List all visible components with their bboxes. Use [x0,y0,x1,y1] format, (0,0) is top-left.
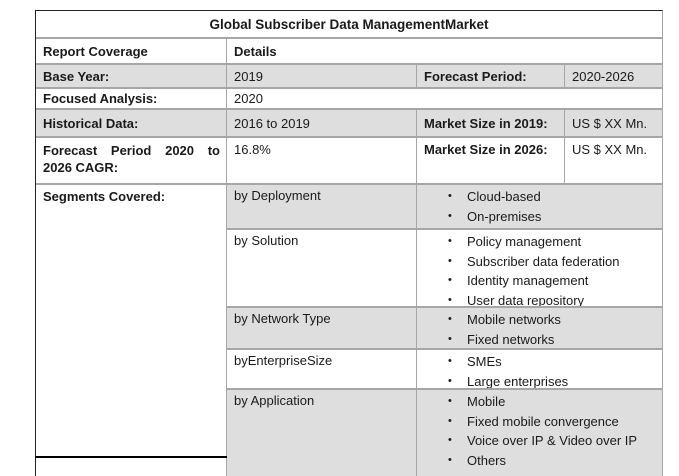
list-item-label: Mobile [467,394,506,409]
table-bottom-border [35,456,227,458]
list-item-label: Policy management [467,234,582,249]
market-size-2026-value: US $ XX Mn. [564,138,662,183]
segment-group-enterprise-size: byEnterpriseSize • SMEs • Large enterprise… [227,348,662,389]
list-item-label: Cloud-based [467,189,541,204]
list-item-label: SMEs [467,354,502,369]
bullet-icon: • [448,209,452,222]
segment-group-items: • Mobile networks • Fixed networks [416,308,662,348]
historical-data-row: Historical Data: 2016 to 2019 Market Siz… [36,108,662,136]
bullet-icon: • [448,355,452,367]
list-item: • Fixed mobile convergence [448,412,658,432]
segment-group-solution: by Solution • Policy management • Subscrib… [227,228,662,308]
list-item: • Mobile [448,392,658,412]
segment-group-name: by Network Type [234,311,331,326]
list-item-label: Voice over IP & Video over IP [467,433,638,448]
bullet-icon: • [448,395,452,407]
report-coverage-table: Global Subscriber Data ManagementMarket … [35,10,663,476]
list-item: • Policy management [448,232,658,252]
forecast-period-value: 2020-2026 [564,65,662,87]
segment-group-name: by Deployment [234,188,321,203]
list-item-label: Identity management [467,273,589,288]
segments-covered-row: Segments Covered: by Deployment • Cloud-b… [36,183,662,476]
forecast-period-label: Forecast Period: [416,65,564,87]
segment-group-network-type: by Network Type • Mobile networks • Fixed … [227,306,662,348]
market-size-2019-value: US $ XX Mn. [564,110,662,136]
list-item: • Voice over IP & Video over IP [448,431,658,451]
header-details: Details [226,39,662,63]
forecast-cagr-value: 16.8% [226,138,416,183]
segment-group-application: by Application • Mobile • Fixed mobile con… [227,388,662,476]
bullet-icon: • [448,332,452,345]
historical-data-label: Historical Data: [43,115,139,131]
bullet-icon: • [448,254,452,267]
list-item: • User data repository [448,291,658,311]
forecast-cagr-label: Forecast Period 2020 to 2026 CAGR: [43,143,220,175]
bullet-icon: • [448,274,452,286]
focused-analysis-label: Focused Analysis: [43,91,158,106]
list-item-label: User data repository [467,292,585,308]
list-item-label: Subscriber data federation [467,253,620,269]
table-header-row: Report Coverage Details [36,37,662,63]
segments-groups: by Deployment • Cloud-based • On-premises … [226,185,662,476]
focused-analysis-value: 2020 [226,89,662,108]
list-item: • Subscriber data federation [448,252,658,272]
base-year-row: Base Year: 2019 Forecast Period: 2020-20… [36,63,662,87]
segment-group-items: • Mobile • Fixed mobile convergence • Voice… [416,390,662,476]
list-item-label: Fixed mobile convergence [467,413,619,429]
bullet-icon: • [448,190,452,202]
segment-group-items: • SMEs • Large enterprises [416,350,662,389]
historical-data-value: 2016 to 2019 [226,110,416,136]
table-title-row: Global Subscriber Data ManagementMarket [36,11,662,37]
list-item-label: On-premises [467,208,542,224]
bullet-icon: • [448,453,452,466]
segment-group-name: by Application [234,393,315,408]
market-size-2019-label: Market Size in 2019: [416,110,564,136]
bullet-icon: • [448,313,452,325]
segment-group-name: byEnterpriseSize [234,353,333,368]
list-item: • SMEs [448,352,658,372]
segment-group-name: by Solution [234,233,299,248]
list-item: • Others [448,451,658,471]
table-title: Global Subscriber Data ManagementMarket [209,16,489,32]
list-item: • Mobile networks [448,310,658,330]
list-item: • Fixed networks [448,330,658,350]
bullet-icon: • [448,434,452,446]
list-item-label: Large enterprises [467,373,569,389]
focused-analysis-row: Focused Analysis: 2020 [36,87,662,108]
bullet-icon: • [448,414,452,427]
forecast-cagr-row: Forecast Period 2020 to 2026 CAGR: 16.8%… [36,136,662,183]
segment-group-items: • Policy management • Subscriber data fede… [416,230,662,308]
list-item: • Identity management [448,271,658,291]
list-item: • On-premises [448,207,658,227]
segments-covered-label: Segments Covered: [36,185,226,476]
list-item-label: Others [467,452,507,468]
header-report-coverage: Report Coverage [43,43,148,59]
segment-group-deployment: by Deployment • Cloud-based • On-premises [227,185,662,228]
base-year-label: Base Year: [43,68,110,84]
bullet-icon: • [448,235,452,247]
list-item-label: Mobile networks [467,312,561,327]
list-item-label: Fixed networks [467,331,555,347]
list-item: • Cloud-based [448,187,658,207]
market-size-2026-label: Market Size in 2026: [416,138,564,183]
bullet-icon: • [448,374,452,387]
segment-group-items: • Cloud-based • On-premises [416,185,662,228]
bullet-icon: • [448,293,452,306]
base-year-value: 2019 [226,65,416,87]
list-item: • Large enterprises [448,372,658,392]
